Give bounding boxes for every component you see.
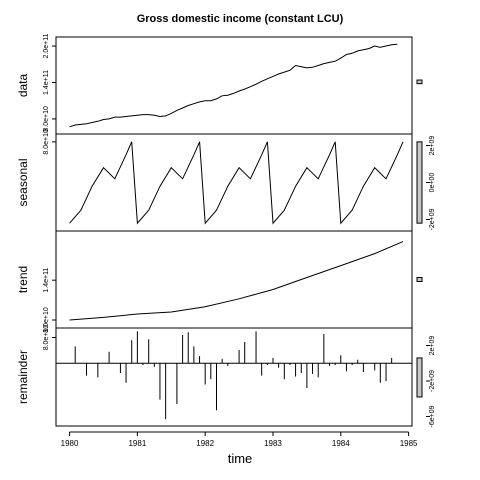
right-tick-label: -2e+09 xyxy=(429,208,436,230)
range-bar xyxy=(416,79,423,85)
panel-label: trend xyxy=(16,266,30,293)
x-tick-label: 1980 xyxy=(61,439,79,448)
chart-title: Gross domestic income (constant LCU) xyxy=(137,13,344,25)
panel-frame xyxy=(55,327,413,427)
series-line-data xyxy=(69,43,398,128)
panel-frame xyxy=(55,230,413,329)
left-tick-label: 1.4e+11 xyxy=(43,268,50,293)
range-bar xyxy=(416,357,423,398)
panel-label: data xyxy=(16,73,30,97)
panel-label: seasonal xyxy=(16,158,30,206)
series-line-trend xyxy=(69,241,404,321)
panel-data: data 8.0e+10 1.4e+11 2.0e+11 xyxy=(16,33,423,135)
panel-seasonal: seasonal 8.0e+10 2e+09 0e+00 -2e+09 xyxy=(16,129,436,232)
x-tick-label: 1985 xyxy=(400,439,418,448)
left-tick-label: 1.4e+11 xyxy=(43,70,50,95)
range-bar xyxy=(416,141,423,224)
right-tick-label: 2e+09 xyxy=(429,336,436,356)
right-tick-label: 2e+09 xyxy=(429,136,436,156)
x-axis: 1980 1981 1982 1983 1984 1985 xyxy=(61,431,418,448)
range-bar xyxy=(416,277,423,282)
x-tick-label: 1983 xyxy=(264,439,282,448)
panel-remainder: remainder 8.0e+10 2e+09 -2e+09 -6e+09 xyxy=(16,325,436,428)
series-line-seasonal xyxy=(69,141,404,225)
right-tick-label: -2e+09 xyxy=(429,370,436,392)
x-axis-label: time xyxy=(228,451,253,466)
panel-frame xyxy=(55,36,413,135)
panel-frame xyxy=(55,133,413,232)
right-tick-label: 0e+00 xyxy=(429,173,436,193)
x-tick-label: 1981 xyxy=(128,439,146,448)
right-tick-label: -6e+09 xyxy=(429,405,436,427)
panel-label: remainder xyxy=(16,350,30,404)
panels: data 8.0e+10 1.4e+11 2.0e+11 seasonal 8.0e+10… xyxy=(16,33,436,427)
x-tick-label: 1982 xyxy=(196,439,214,448)
left-tick-label: 2.0e+11 xyxy=(43,33,50,58)
left-tick-label: 8.0e+10 xyxy=(43,307,50,333)
left-tick-label: 8.0e+10 xyxy=(43,129,50,155)
left-tick-label: 8.0e+10 xyxy=(43,325,50,351)
x-tick-label: 1984 xyxy=(332,439,350,448)
panel-trend: trend 8.0e+10 1.4e+11 xyxy=(16,230,423,333)
left-tick-label: 8.0e+10 xyxy=(43,106,50,132)
